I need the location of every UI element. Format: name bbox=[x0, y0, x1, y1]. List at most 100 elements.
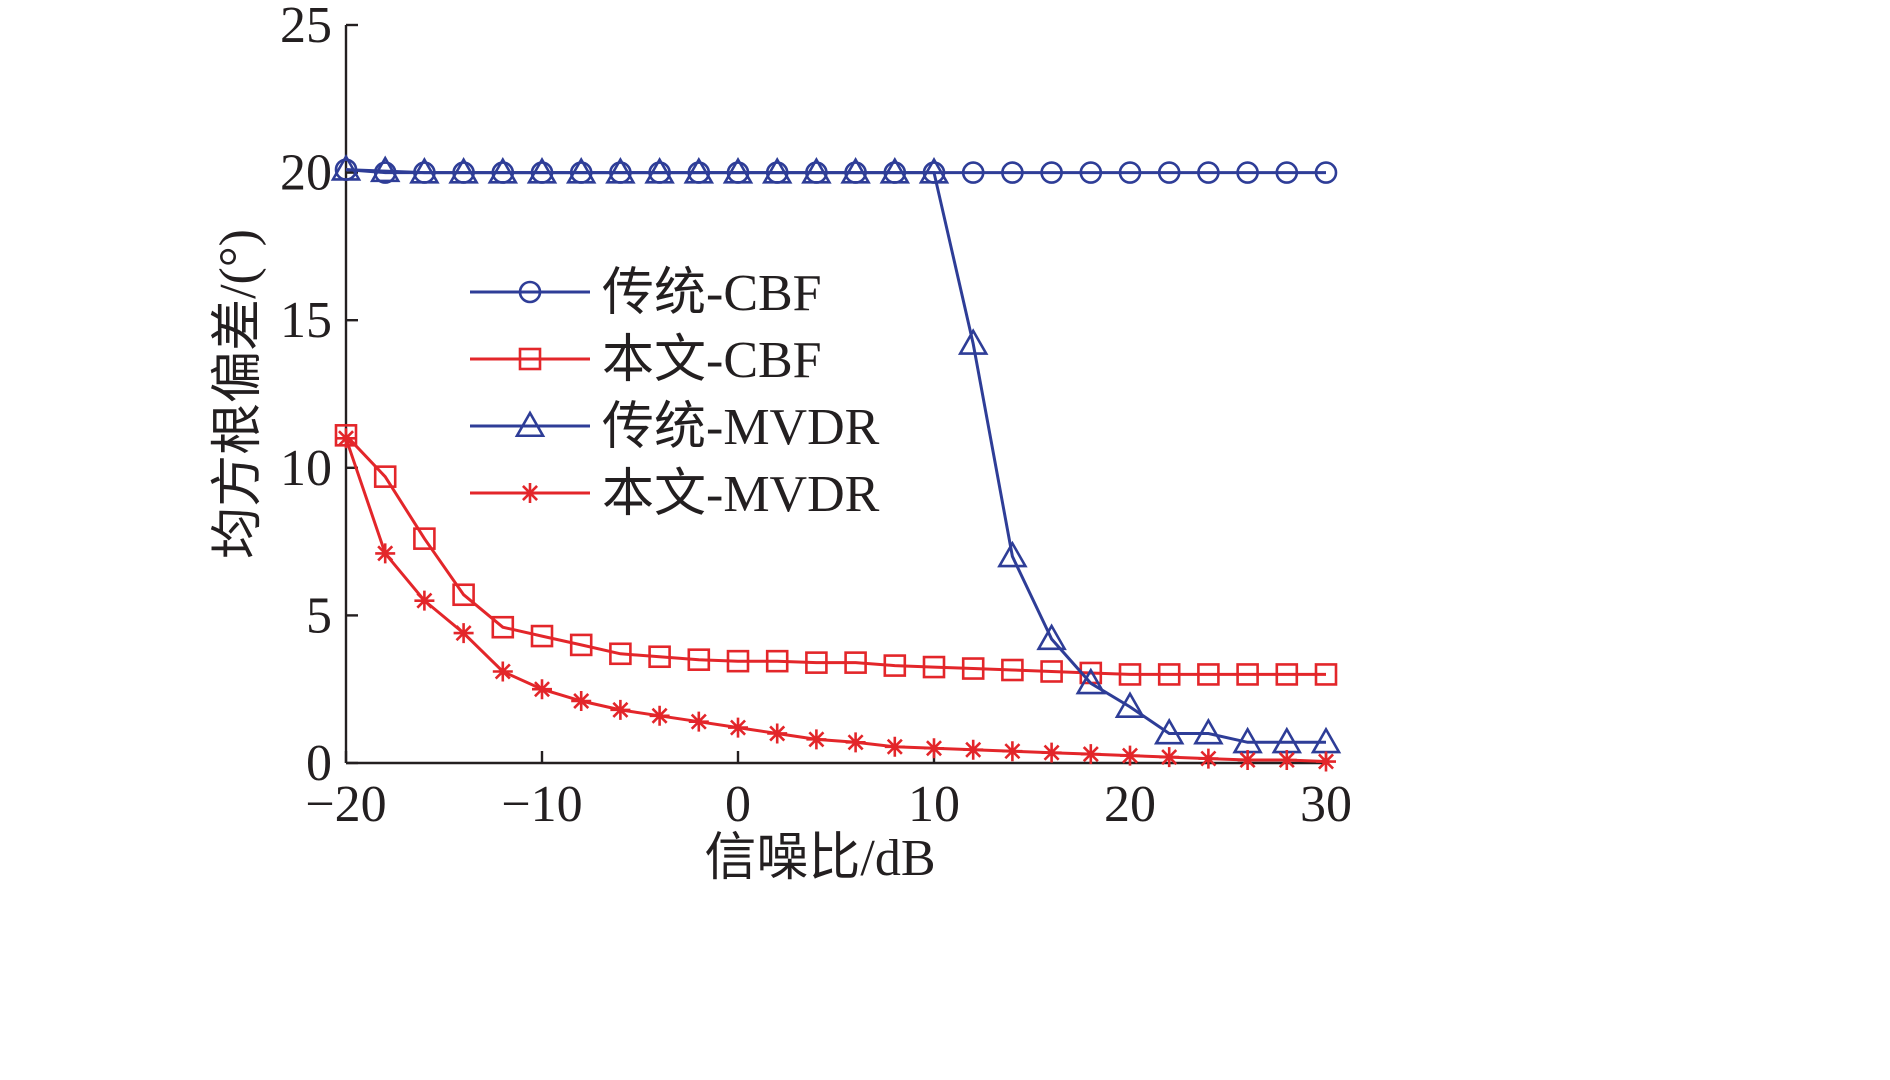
data-point bbox=[1271, 726, 1303, 754]
data-point bbox=[1001, 658, 1024, 682]
data-point bbox=[413, 527, 436, 550]
data-point bbox=[409, 156, 440, 184]
data-point bbox=[1079, 161, 1103, 184]
data-point bbox=[1157, 161, 1181, 184]
legend-label: 传统-CBF bbox=[602, 265, 822, 322]
data-point bbox=[605, 156, 636, 184]
data-point bbox=[997, 540, 1028, 568]
data-point bbox=[844, 651, 867, 674]
y-tick-label: 0 bbox=[306, 735, 332, 792]
data-point bbox=[1040, 161, 1063, 184]
data-point bbox=[1316, 751, 1336, 772]
data-point bbox=[609, 642, 632, 666]
data-point bbox=[1080, 744, 1101, 765]
data-point bbox=[961, 657, 985, 680]
data-point bbox=[879, 156, 911, 184]
y-axis-title: 均方根偏差/(°) bbox=[210, 229, 267, 559]
data-point bbox=[530, 624, 554, 648]
data-point bbox=[1193, 717, 1224, 745]
data-point bbox=[1157, 663, 1181, 686]
data-point bbox=[1153, 717, 1185, 745]
data-point bbox=[648, 645, 671, 669]
data-point bbox=[722, 156, 754, 184]
legend-label: 本文-MVDR bbox=[602, 466, 880, 523]
data-point bbox=[845, 732, 866, 753]
data-point bbox=[373, 465, 397, 488]
x-tick-label: 0 bbox=[725, 776, 751, 833]
data-point bbox=[610, 699, 631, 720]
data-point bbox=[375, 543, 396, 564]
ticks: −20 −10 0 10 20 30 0 5 10 15 20 25 bbox=[280, 0, 1352, 833]
data-point bbox=[1236, 663, 1259, 686]
x-tick-label: 10 bbox=[908, 776, 960, 833]
legend-marker bbox=[514, 410, 546, 438]
data-point bbox=[1120, 745, 1140, 766]
data-point bbox=[526, 156, 558, 184]
data-point bbox=[452, 583, 475, 607]
data-point bbox=[726, 649, 750, 673]
data-point bbox=[336, 428, 356, 449]
data-point bbox=[728, 717, 748, 738]
legend-label: 本文-CBF bbox=[602, 332, 822, 389]
data-point bbox=[961, 161, 985, 184]
data-point bbox=[1314, 161, 1338, 184]
data-point bbox=[1310, 726, 1342, 754]
x-tick-label: 30 bbox=[1300, 776, 1352, 833]
data-point bbox=[1276, 750, 1297, 771]
data-point bbox=[1159, 747, 1180, 768]
data-point bbox=[1041, 742, 1062, 763]
legend-marker bbox=[518, 347, 542, 371]
data-point bbox=[330, 154, 362, 181]
legend: 传统-CBF 本文-CBF 传统-MVDR 本文-MVDR bbox=[470, 265, 880, 523]
data-point bbox=[688, 711, 709, 732]
legend-marker bbox=[520, 483, 540, 503]
data-point bbox=[571, 691, 592, 712]
data-point bbox=[448, 156, 479, 184]
data-point bbox=[492, 661, 513, 682]
y-tick-label: 5 bbox=[306, 587, 332, 644]
x-tick-label: −20 bbox=[305, 776, 386, 833]
y-tick-label: 10 bbox=[280, 440, 332, 497]
data-point bbox=[491, 615, 515, 639]
data-point bbox=[1198, 748, 1219, 769]
data-point bbox=[840, 156, 871, 184]
data-point bbox=[963, 739, 984, 760]
series-group bbox=[330, 154, 1342, 772]
legend-label: 传统-MVDR bbox=[602, 399, 880, 456]
data-point bbox=[453, 623, 474, 644]
legend-item: 本文-CBF bbox=[470, 332, 822, 389]
data-point bbox=[369, 155, 401, 183]
data-point bbox=[765, 649, 789, 673]
data-point bbox=[1118, 161, 1142, 184]
data-point bbox=[565, 156, 597, 184]
data-point bbox=[569, 633, 593, 657]
y-tick-label: 20 bbox=[280, 145, 332, 202]
data-point bbox=[644, 156, 675, 184]
series-3 bbox=[336, 428, 1336, 772]
data-point bbox=[687, 648, 711, 671]
data-point bbox=[1036, 623, 1067, 651]
x-tick-label: 20 bbox=[1104, 776, 1156, 833]
legend-item: 传统-CBF bbox=[470, 265, 822, 322]
data-point bbox=[761, 156, 793, 184]
data-point bbox=[806, 729, 827, 750]
legend-marker bbox=[518, 280, 542, 304]
legend-item: 传统-MVDR bbox=[470, 399, 880, 456]
data-point bbox=[414, 590, 435, 611]
data-point bbox=[1002, 741, 1023, 762]
data-point bbox=[801, 156, 832, 184]
data-point bbox=[1040, 660, 1063, 683]
data-point bbox=[884, 736, 905, 757]
data-point bbox=[1275, 663, 1299, 686]
data-point bbox=[924, 738, 944, 759]
data-point bbox=[683, 156, 715, 184]
data-point bbox=[1197, 161, 1220, 184]
data-point bbox=[1275, 161, 1299, 184]
x-axis-title: 信噪比/dB bbox=[704, 830, 935, 887]
data-point bbox=[532, 679, 552, 700]
data-point bbox=[805, 651, 828, 674]
series-1 bbox=[334, 424, 1338, 686]
data-point bbox=[1237, 750, 1258, 771]
data-point bbox=[918, 156, 950, 184]
